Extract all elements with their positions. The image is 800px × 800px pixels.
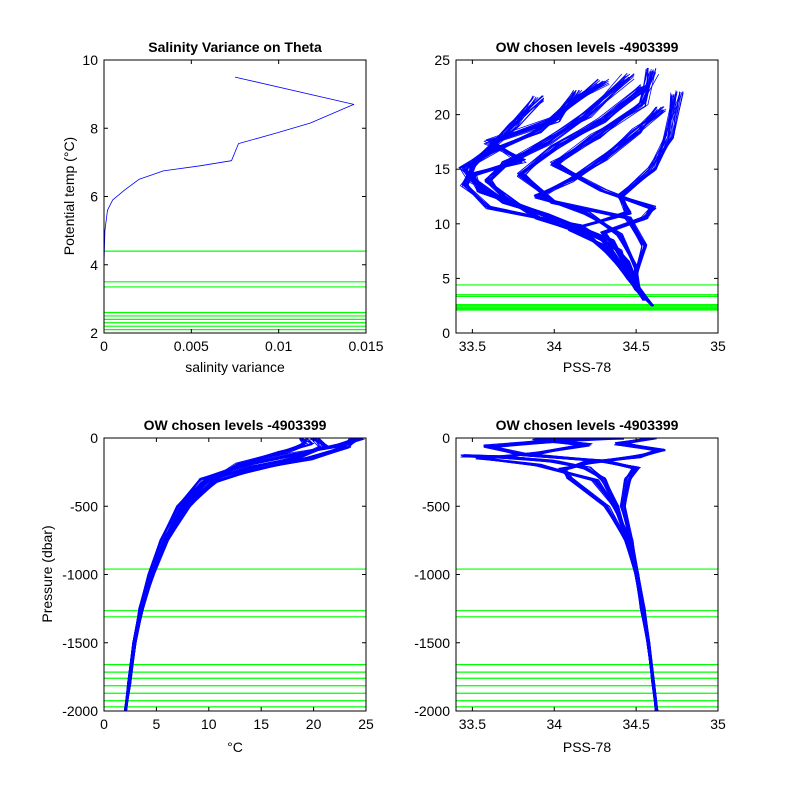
y-axis-label: Potential temp (°C) [61,137,77,255]
y-tick-label: -1500 [62,635,98,651]
y-tick-label: 2 [90,325,98,341]
plot-content [456,67,718,311]
y-tick-label: -1500 [414,635,450,651]
y-tick-label: 4 [90,257,98,273]
panel-pressure-salinity: OW chosen levels -4903399 PSS-78 33.5 34 3… [414,417,726,755]
y-tick-label: 10 [82,52,98,68]
y-tick-label: 15 [434,161,450,177]
plot-content [104,76,366,331]
x-tick-label: 35 [710,716,726,732]
plot-area [456,438,718,711]
tick-marks [456,437,719,712]
y-tick-label: -2000 [414,703,450,719]
x-tick-label: 0 [100,338,108,354]
x-tick-label: 25 [358,716,374,732]
y-tick-label: 0 [90,430,98,446]
profile-line [469,89,653,306]
tick-marks [103,59,367,334]
x-tick-label: 33.5 [459,716,486,732]
y-tick-label: -500 [422,498,450,514]
y-tick-label: -2000 [62,703,98,719]
profile-line [549,71,656,307]
y-tick-label: 8 [90,120,98,136]
x-tick-label: 0.01 [265,338,292,354]
x-axis-label: °C [227,739,243,755]
x-axis-label: PSS-78 [563,359,611,375]
x-axis-label: PSS-78 [563,739,611,755]
y-tick-label: -500 [70,498,98,514]
y-tick-label: 0 [442,325,450,341]
y-tick-label: 5 [442,270,450,286]
x-tick-label: 34 [546,716,562,732]
x-tick-label: 34.5 [623,338,650,354]
panel-title: OW chosen levels -4903399 [496,417,679,433]
profile-line [537,106,662,307]
plot-area [104,438,366,711]
profile-line [564,438,664,711]
x-axis-label: salinity variance [185,359,285,375]
profile-line [126,438,309,711]
y-tick-label: 25 [434,52,450,68]
plot-content [104,438,366,711]
x-tick-label: 20 [306,716,322,732]
x-tick-label: 33.5 [459,338,486,354]
y-tick-label: -1000 [62,567,98,583]
profile-line [126,438,309,711]
y-axis-label: Pressure (dbar) [39,525,55,622]
axes-box [455,59,719,334]
tick-marks [103,437,367,712]
panel-title: OW chosen levels -4903399 [496,39,679,55]
x-tick-label: 0 [100,716,108,732]
y-tick-label: -1000 [414,567,450,583]
x-tick-label: 34 [546,338,562,354]
x-tick-label: 15 [253,716,269,732]
panel-salinity-variance: Salinity Variance on Theta salinity vari… [61,39,384,375]
panel-title: Salinity Variance on Theta [148,39,322,55]
y-tick-label: 20 [434,107,450,123]
y-tick-label: 6 [90,189,98,205]
panel-pressure-temperature: OW chosen levels -4903399 °C Pressure (d… [39,417,374,755]
x-tick-label: 5 [153,716,161,732]
plot-area [104,60,366,333]
panel-ts-levels: OW chosen levels -4903399 PSS-78 33.5 34 3… [434,39,726,375]
x-tick-label: 10 [201,716,217,732]
x-tick-label: 0.005 [174,338,209,354]
x-tick-label: 35 [710,338,726,354]
profile-line [477,438,658,711]
y-tick-label: 0 [442,430,450,446]
profile-line [104,76,355,330]
plot-content [456,438,718,711]
panel-title: OW chosen levels -4903399 [144,417,327,433]
profile-line [475,92,652,306]
x-tick-label: 34.5 [623,716,650,732]
profile-line [484,75,646,301]
tick-marks [456,59,719,334]
y-tick-label: 10 [434,216,450,232]
x-tick-label: 0.015 [348,338,383,354]
